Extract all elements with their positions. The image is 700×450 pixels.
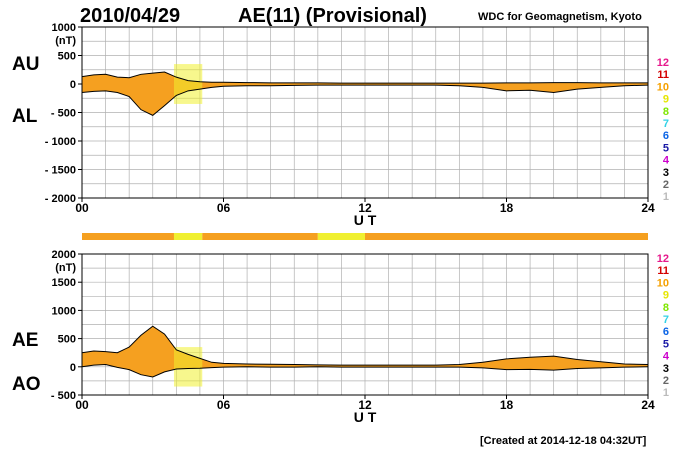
level-9-overlay bbox=[173, 347, 203, 387]
y-axis-unit: (nT) bbox=[55, 262, 76, 274]
legend-level-8: 8 bbox=[663, 302, 669, 314]
series-line-ao bbox=[81, 364, 649, 378]
legend-level-6: 6 bbox=[663, 326, 669, 338]
y-tick-label: 500 bbox=[58, 51, 76, 63]
station-bar-segment bbox=[317, 233, 365, 240]
x-tick-label: 24 bbox=[641, 398, 655, 412]
y-tick-label: 0 bbox=[70, 79, 76, 91]
legend-level-6: 6 bbox=[663, 130, 669, 142]
y-axis-unit: (nT) bbox=[55, 35, 76, 47]
x-axis-label: U T bbox=[354, 212, 377, 228]
series-line-al bbox=[81, 84, 649, 116]
legend-level-2: 2 bbox=[663, 179, 669, 191]
ae-ao-panel: 2000 1500 1000 500 0 - 500 (nT) 00 06 12 18 24 U T AE… bbox=[12, 249, 655, 425]
area-fill-ae bbox=[82, 326, 648, 377]
x-tick-label: 00 bbox=[75, 201, 89, 215]
x-tick-label: 18 bbox=[500, 398, 514, 412]
x-tick-label: 12 bbox=[358, 398, 372, 412]
legend-level-11: 11 bbox=[657, 265, 669, 277]
y-tick-label: 500 bbox=[58, 334, 76, 346]
legend-level-7: 7 bbox=[663, 118, 669, 130]
series-label-au: AU bbox=[12, 54, 39, 75]
legend-level-5: 5 bbox=[663, 142, 669, 154]
legend-level-3: 3 bbox=[663, 167, 669, 179]
legend-level-5: 5 bbox=[663, 338, 669, 350]
legend-level-1: 1 bbox=[663, 191, 669, 203]
station-bar-segment bbox=[173, 233, 203, 240]
x-tick-label: 18 bbox=[500, 201, 514, 215]
legend-level-12: 12 bbox=[657, 253, 669, 265]
legend-level-12: 12 bbox=[657, 57, 669, 69]
series-label-al: AL bbox=[12, 106, 38, 127]
series-label-ao: AO bbox=[12, 374, 41, 395]
au-al-panel: 1000 500 0 - 500 - 1000 - 1500 - 2000 (nT) 00 06 1… bbox=[12, 22, 655, 228]
x-tick-label: 06 bbox=[217, 201, 231, 215]
x-tick-label: 12 bbox=[358, 201, 372, 215]
y-tick-label: 1500 bbox=[52, 277, 76, 289]
legend-level-7: 7 bbox=[663, 314, 669, 326]
station-count-bar bbox=[82, 233, 648, 240]
y-tick-label: 0 bbox=[70, 362, 76, 374]
x-tick-label: 24 bbox=[641, 201, 655, 215]
y-tick-label: - 2000 bbox=[45, 193, 76, 205]
y-tick-label: 2000 bbox=[52, 249, 76, 261]
y-tick-label: - 1000 bbox=[45, 136, 76, 148]
y-tick-label: - 1500 bbox=[45, 165, 76, 177]
level-9-overlay bbox=[173, 64, 203, 104]
legend-level-8: 8 bbox=[663, 106, 669, 118]
legend-level-2: 2 bbox=[663, 375, 669, 387]
legend-level-4: 4 bbox=[663, 155, 670, 167]
legend-level-4: 4 bbox=[663, 351, 670, 363]
station-bar-segment bbox=[82, 233, 174, 240]
legend-level-10: 10 bbox=[657, 81, 669, 93]
created-footer: [Created at 2014-12-18 04:32UT] bbox=[480, 435, 647, 447]
date-title: 2010/04/29 bbox=[80, 5, 180, 27]
legend-level-9: 9 bbox=[663, 290, 669, 302]
legend-level-9: 9 bbox=[663, 94, 669, 106]
legend-level-10: 10 bbox=[657, 277, 669, 289]
station-bar-segment bbox=[202, 233, 318, 240]
series-label-ae: AE bbox=[12, 330, 38, 351]
y-tick-label: - 500 bbox=[51, 390, 76, 402]
y-tick-label: - 500 bbox=[51, 108, 76, 120]
legend-level-11: 11 bbox=[657, 69, 669, 81]
series-line-ae bbox=[81, 325, 649, 366]
station-bar-segment bbox=[365, 233, 648, 240]
index-title: AE(11) (Provisional) bbox=[238, 5, 427, 27]
legend-level-3: 3 bbox=[663, 363, 669, 375]
series-line-au bbox=[81, 71, 648, 84]
legend-level-1: 1 bbox=[663, 387, 669, 399]
y-tick-label: 1000 bbox=[52, 22, 76, 34]
x-tick-label: 00 bbox=[75, 398, 89, 412]
x-tick-label: 06 bbox=[217, 398, 231, 412]
y-tick-label: 1000 bbox=[52, 305, 76, 317]
source-label: WDC for Geomagnetism, Kyoto bbox=[478, 11, 642, 23]
x-axis-label: U T bbox=[354, 409, 377, 425]
